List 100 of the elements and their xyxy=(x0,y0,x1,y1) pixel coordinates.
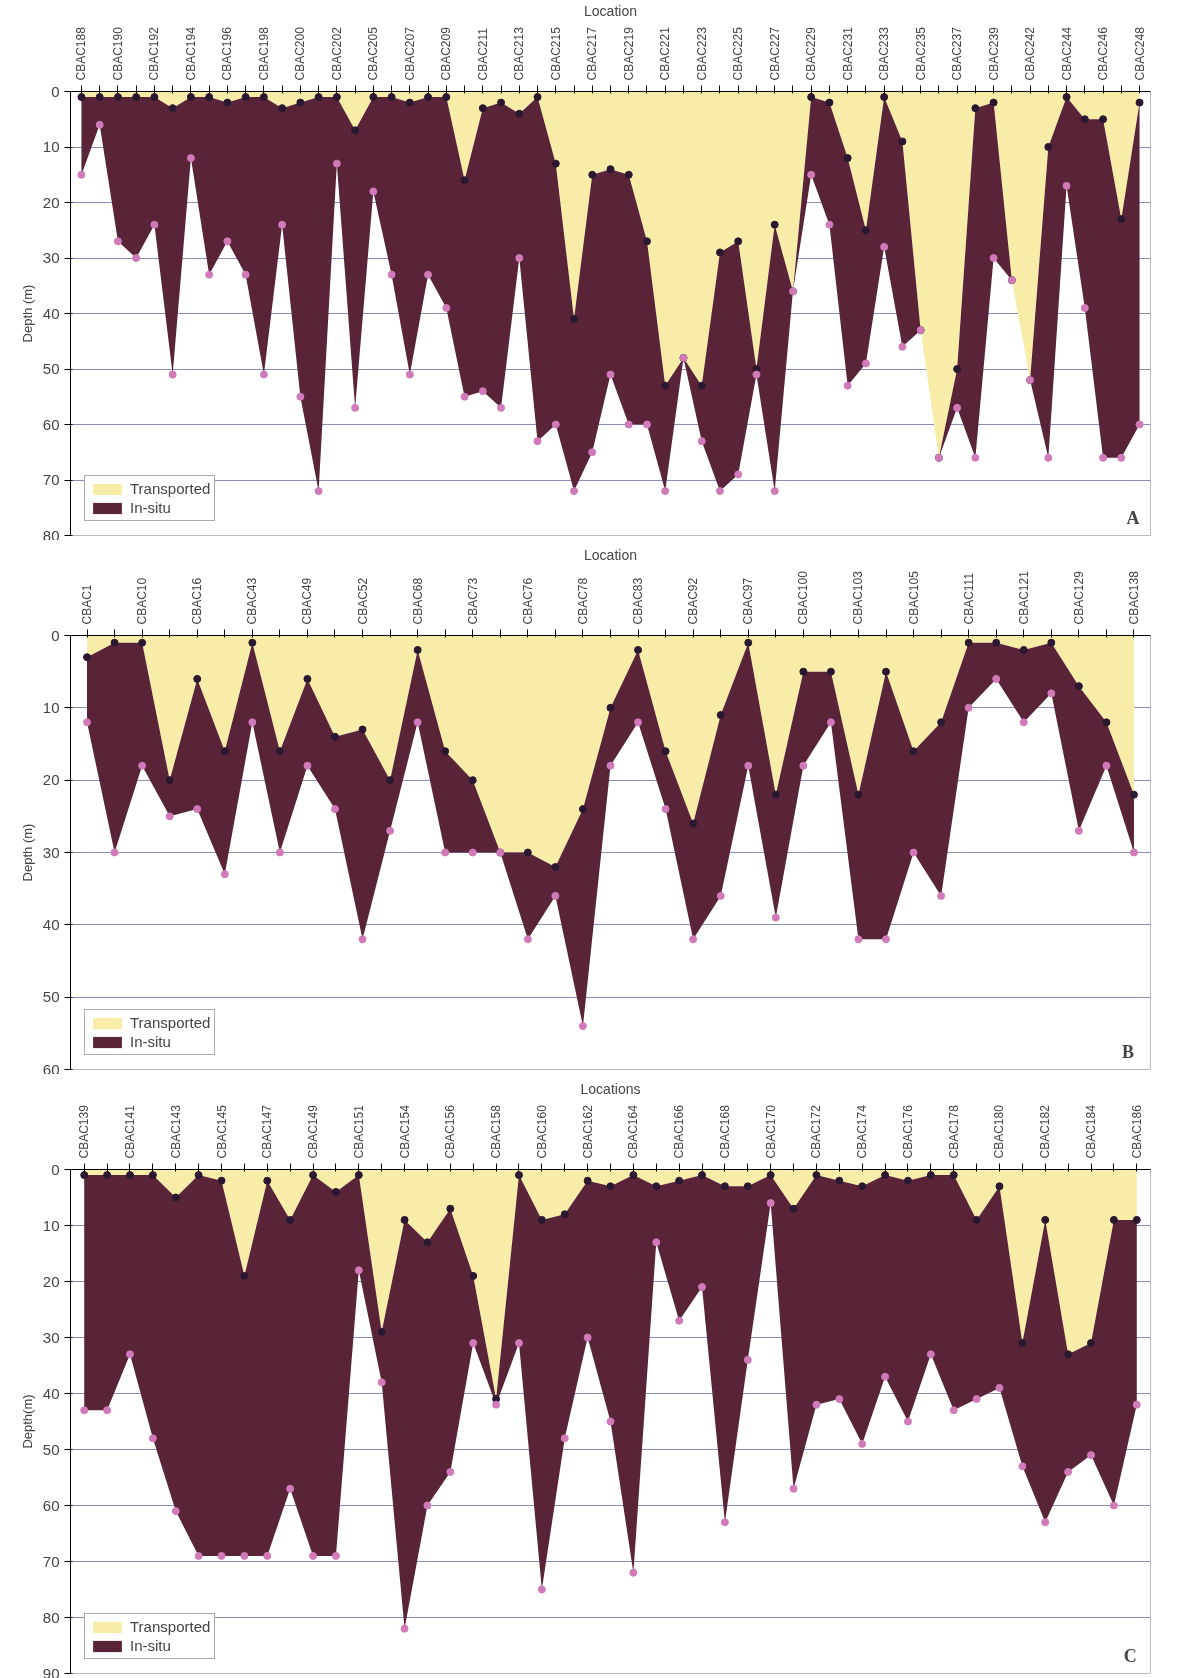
x-axis-title: Location xyxy=(584,3,637,20)
y-axis-title: Depth(m) xyxy=(19,1394,35,1449)
x-tick-label: CBAC172 xyxy=(809,1104,824,1159)
x-tick-label: CBAC49 xyxy=(300,577,315,625)
x-tick-label: CBAC78 xyxy=(575,577,590,625)
x-tick-label: CBAC244 xyxy=(1059,26,1074,81)
y-tick-label: 90 xyxy=(42,1664,60,1678)
x-tick-label: CBAC178 xyxy=(946,1104,961,1159)
y-tick-label: 20 xyxy=(42,193,60,211)
x-tick-label: CBAC233 xyxy=(877,26,892,81)
x-tick-label: CBAC145 xyxy=(214,1104,229,1159)
x-tick-label: CBAC248 xyxy=(1132,26,1147,81)
x-tick-label: CBAC200 xyxy=(293,26,308,81)
x-tick-label: CBAC188 xyxy=(74,26,89,81)
y-tick-label: 60 xyxy=(42,1060,60,1078)
y-tick-label: 10 xyxy=(42,138,60,155)
x-tick-label: CBAC156 xyxy=(443,1104,458,1159)
y-tick-label: 20 xyxy=(42,1272,60,1290)
x-tick-label: CBAC198 xyxy=(256,26,271,81)
x-tick-label: CBAC151 xyxy=(351,1104,366,1159)
x-axis-title: Location xyxy=(584,547,637,564)
x-tick-label: CBAC180 xyxy=(992,1104,1007,1159)
x-tick-label: CBAC52 xyxy=(355,577,370,625)
x-tick-label: CBAC215 xyxy=(548,26,563,81)
y-tick-label: 10 xyxy=(42,1216,60,1234)
x-tick-label: CBAC138 xyxy=(1126,570,1141,625)
x-tick-label: CBAC182 xyxy=(1038,1104,1053,1159)
legend-label: Transported xyxy=(130,1618,211,1635)
x-tick-label: CBAC83 xyxy=(631,577,646,625)
x-tick-label: CBAC237 xyxy=(950,26,965,81)
x-tick-label: CBAC154 xyxy=(397,1104,412,1159)
y-tick-label: 80 xyxy=(42,526,60,544)
y-tick-label: 30 xyxy=(42,1328,60,1346)
x-tick-label: CBAC162 xyxy=(580,1104,595,1159)
x-tick-label: CBAC97 xyxy=(741,577,756,625)
x-tick-label: CBAC192 xyxy=(147,26,162,81)
x-tick-label: CBAC16 xyxy=(190,577,205,625)
x-tick-label: CBAC227 xyxy=(767,26,782,81)
x-tick-label: CBAC219 xyxy=(621,26,636,81)
x-tick-label: CBAC168 xyxy=(717,1104,732,1159)
x-tick-label: CBAC149 xyxy=(306,1104,321,1159)
x-tick-label: CBAC170 xyxy=(763,1104,778,1159)
x-tick-label: CBAC225 xyxy=(731,26,746,81)
x-tick-label: CBAC174 xyxy=(855,1104,870,1159)
x-tick-label: CBAC121 xyxy=(1016,570,1031,625)
y-tick-label: 70 xyxy=(42,471,60,488)
y-tick-label: 0 xyxy=(51,82,60,100)
x-tick-label: CBAC92 xyxy=(686,577,701,625)
x-tick-label: CBAC190 xyxy=(110,26,125,81)
x-tick-label: CBAC143 xyxy=(168,1104,183,1159)
x-tick-label: CBAC209 xyxy=(439,26,454,81)
y-tick-label: 70 xyxy=(42,1552,60,1570)
x-tick-label: CBAC111 xyxy=(961,572,976,625)
y-tick-label: 0 xyxy=(51,1160,60,1178)
y-tick-label: 20 xyxy=(42,771,60,789)
x-tick-label: CBAC184 xyxy=(1084,1104,1099,1159)
x-tick-label: CBAC105 xyxy=(906,570,921,625)
y-tick-label: 60 xyxy=(42,1496,60,1514)
annotation: C xyxy=(1123,1645,1137,1666)
x-tick-label: CBAC43 xyxy=(245,577,260,625)
x-tick-label: CBAC213 xyxy=(512,26,527,81)
x-tick-label: CBAC141 xyxy=(122,1104,137,1159)
x-tick-label: CBAC217 xyxy=(585,26,600,81)
x-tick-label: CBAC242 xyxy=(1023,26,1038,81)
x-tick-label: CBAC186 xyxy=(1129,1104,1144,1159)
annotation: B xyxy=(1121,1041,1134,1062)
x-tick-label: CBAC211 xyxy=(475,27,490,81)
x-tick-label: CBAC223 xyxy=(694,26,709,81)
x-tick-label: CBAC76 xyxy=(520,577,535,625)
x-tick-label: CBAC239 xyxy=(986,26,1001,81)
legend-label: In-situ xyxy=(130,499,171,516)
x-tick-label: CBAC231 xyxy=(840,26,855,81)
y-tick-label: 10 xyxy=(42,698,60,716)
x-tick-label: CBAC139 xyxy=(77,1104,92,1159)
x-tick-label: CBAC68 xyxy=(410,577,425,625)
y-tick-label: 40 xyxy=(42,1384,60,1402)
y-tick-label: 50 xyxy=(42,1440,60,1458)
x-tick-label: CBAC196 xyxy=(220,26,235,81)
x-tick-label: CBAC194 xyxy=(183,26,198,81)
y-tick-label: 30 xyxy=(42,843,60,861)
x-tick-label: CBAC10 xyxy=(135,577,150,625)
y-tick-label: 60 xyxy=(42,415,60,433)
legend-label: In-situ xyxy=(130,1033,171,1050)
x-tick-label: CBAC164 xyxy=(626,1104,641,1159)
x-tick-label: CBAC103 xyxy=(851,570,866,625)
x-tick-label: CBAC221 xyxy=(658,26,673,81)
x-tick-label: CBAC205 xyxy=(366,26,381,81)
y-tick-label: 30 xyxy=(42,249,60,266)
x-axis-title: Locations xyxy=(580,1081,641,1098)
y-tick-label: 0 xyxy=(51,626,60,644)
x-tick-label: CBAC176 xyxy=(900,1104,915,1159)
y-tick-label: 80 xyxy=(42,1608,60,1626)
y-axis-title: Depth (m) xyxy=(19,823,35,882)
y-tick-label: 50 xyxy=(42,360,60,377)
x-tick-label: CBAC202 xyxy=(329,26,344,81)
x-tick-label: CBAC229 xyxy=(804,26,819,81)
x-tick-label: CBAC160 xyxy=(534,1104,549,1159)
annotation: A xyxy=(1126,507,1140,528)
legend-label: In-situ xyxy=(130,1637,171,1654)
x-tick-label: CBAC207 xyxy=(402,26,417,81)
